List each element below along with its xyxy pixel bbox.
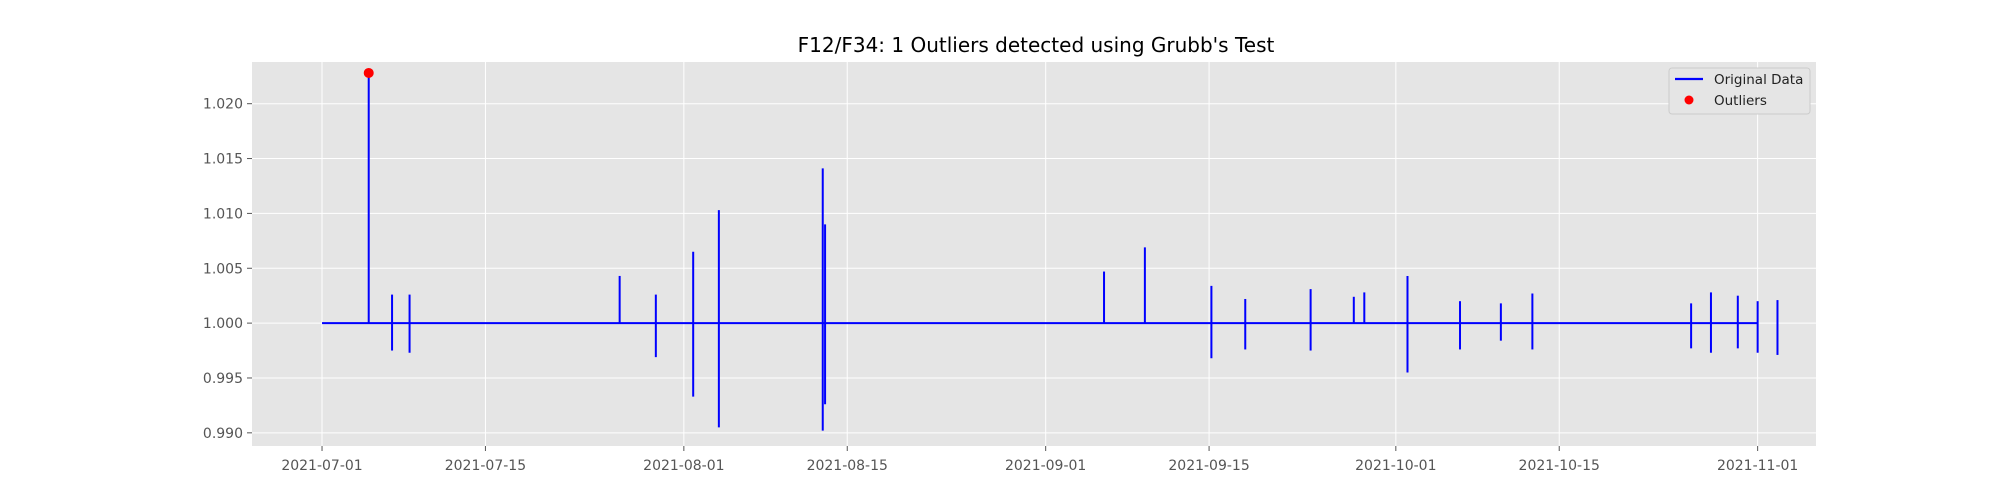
plot-background xyxy=(252,62,1816,446)
chart-title: F12/F34: 1 Outliers detected using Grubb… xyxy=(798,33,1275,57)
x-tick-label: 2021-11-01 xyxy=(1717,458,1798,474)
x-tick-label: 2021-07-01 xyxy=(281,458,362,474)
y-axis-ticks: 0.990 0.995 1.000 1.005 1.010 1.015 1.020 xyxy=(203,97,252,442)
y-tick-label: 1.005 xyxy=(203,261,243,277)
y-tick-label: 1.015 xyxy=(203,152,243,168)
y-tick-label: 1.000 xyxy=(203,316,243,332)
x-tick-label: 2021-10-15 xyxy=(1519,458,1600,474)
x-tick-label: 2021-09-01 xyxy=(1005,458,1086,474)
x-tick-label: 2021-09-15 xyxy=(1168,458,1249,474)
legend-outliers-label: Outliers xyxy=(1714,93,1767,109)
y-tick-label: 1.010 xyxy=(203,206,243,222)
legend-box xyxy=(1668,67,1811,115)
series-original-data xyxy=(322,72,1779,431)
y-tick-label: 0.990 xyxy=(203,426,243,442)
outlier-point xyxy=(363,67,374,78)
x-tick-label: 2021-08-15 xyxy=(807,458,888,474)
series-outliers xyxy=(363,67,374,78)
y-tick-label: 0.995 xyxy=(203,371,243,387)
x-tick-label: 2021-10-01 xyxy=(1355,458,1436,474)
x-axis-ticks: 2021-07-01 2021-07-15 2021-08-01 2021-08-15… xyxy=(281,446,1798,474)
y-tick-label: 1.020 xyxy=(203,97,243,113)
x-tick-label: 2021-07-15 xyxy=(445,458,526,474)
x-tick-label: 2021-08-01 xyxy=(643,458,724,474)
legend-original-data-label: Original Data xyxy=(1714,72,1803,88)
legend: Original Data Outliers xyxy=(1668,67,1811,115)
legend-outliers-marker xyxy=(1684,95,1694,105)
